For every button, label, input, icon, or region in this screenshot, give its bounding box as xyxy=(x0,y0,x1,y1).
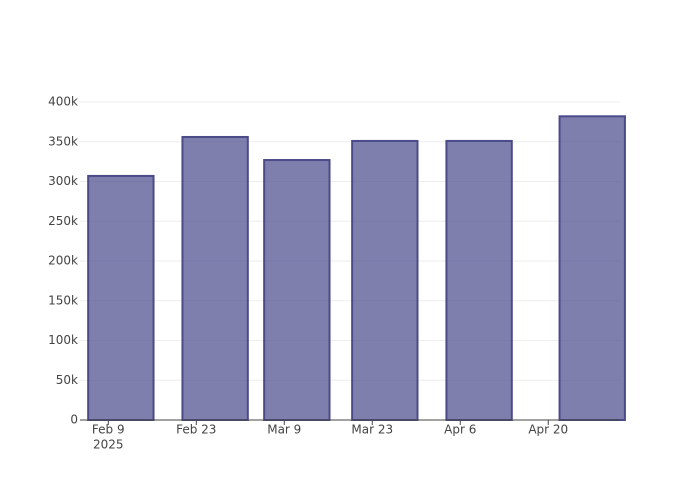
y-tick-label: 350k xyxy=(48,134,78,148)
x-tick-label: Mar 23 xyxy=(351,423,393,437)
bar xyxy=(558,115,626,421)
bar xyxy=(87,174,155,421)
bar xyxy=(445,139,513,422)
x-year-label: 2025 xyxy=(93,438,124,452)
bar xyxy=(351,139,419,422)
y-tick-label: 400k xyxy=(48,95,78,109)
y-tick-label: 50k xyxy=(56,373,78,387)
x-tick-label: Mar 9 xyxy=(267,423,301,437)
x-tick-label: Feb 9 xyxy=(92,423,125,437)
bar xyxy=(263,159,331,421)
y-tick-label: 0 xyxy=(70,413,78,427)
bar xyxy=(181,135,249,421)
y-tick-label: 150k xyxy=(48,293,78,307)
x-tick-label: Apr 20 xyxy=(528,423,568,437)
y-tick-label: 300k xyxy=(48,174,78,188)
y-tick-label: 250k xyxy=(48,214,78,228)
y-tick-label: 100k xyxy=(48,333,78,347)
x-tick-label: Apr 6 xyxy=(444,423,476,437)
x-tick-label: Feb 23 xyxy=(176,423,216,437)
y-tick-label: 200k xyxy=(48,254,78,268)
